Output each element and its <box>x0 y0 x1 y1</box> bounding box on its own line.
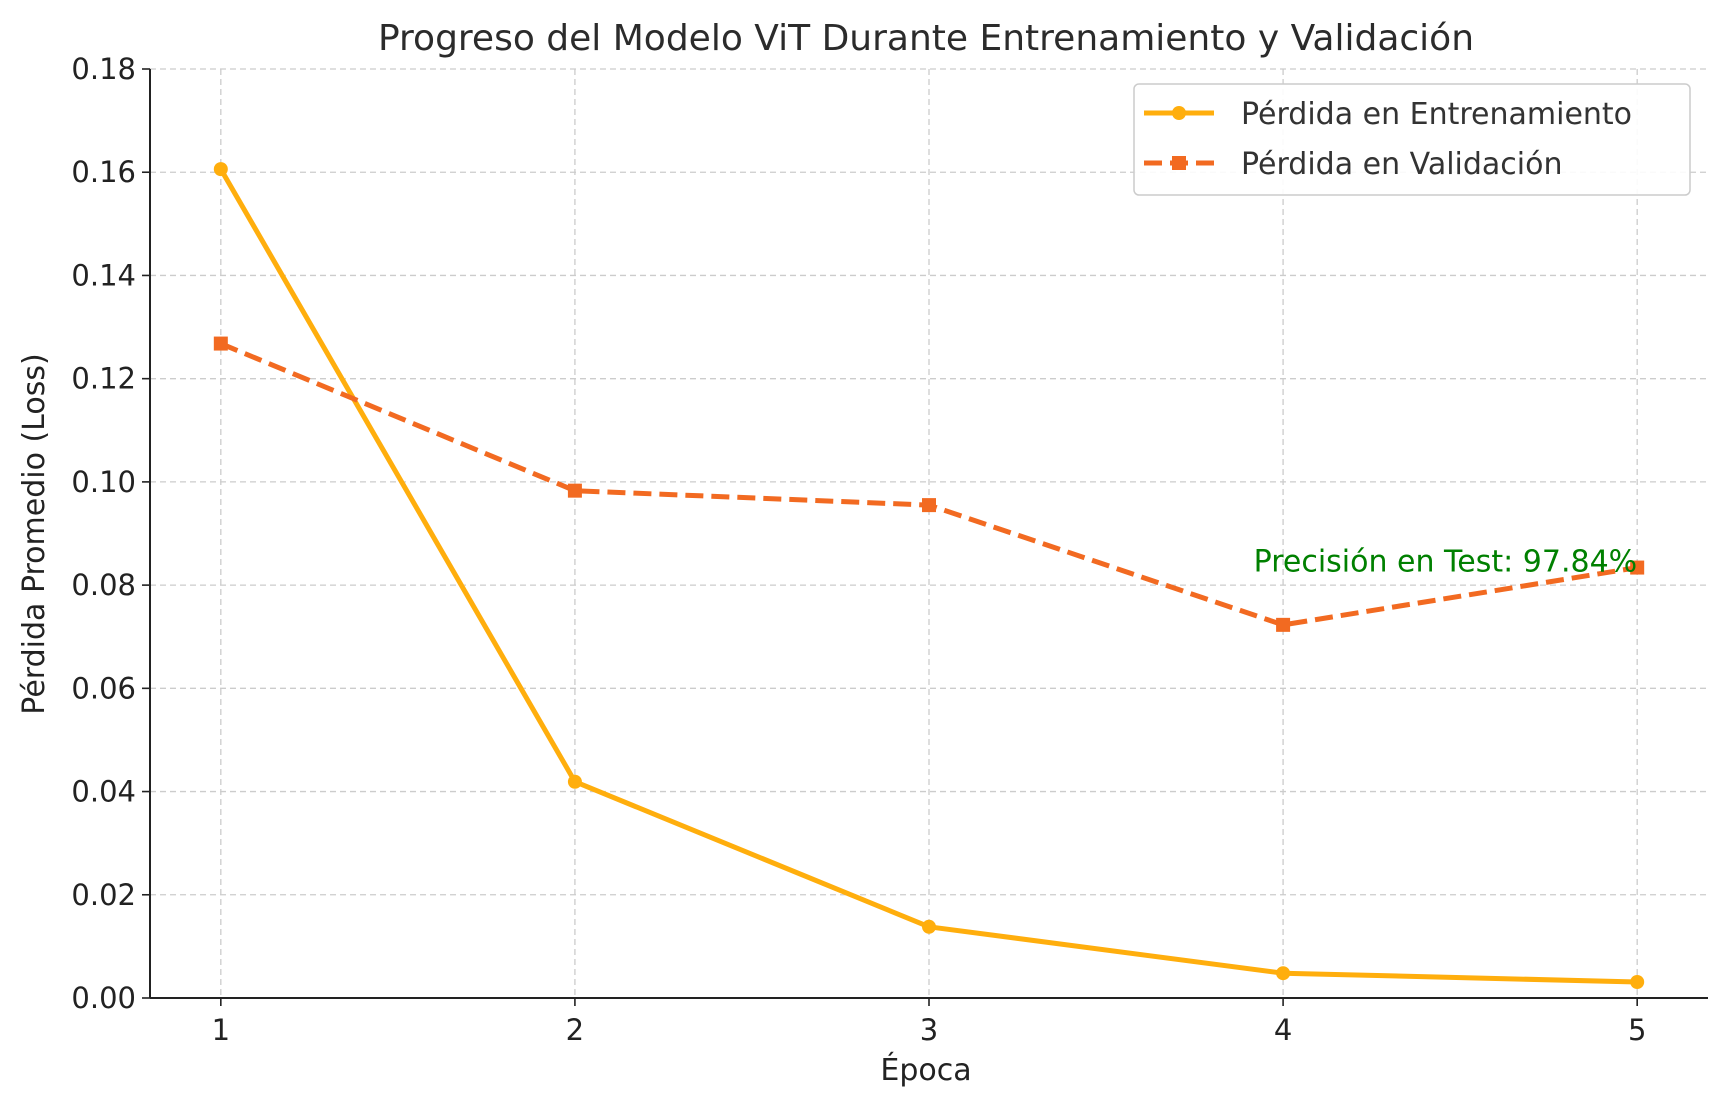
legend-label-1[interactable]: Pérdida en Entrenamiento <box>1241 97 1632 132</box>
axes: 0.00 0.02 0.04 0.06 0.08 0.10 0.12 0.14 0.16 0.18… <box>71 52 1708 1047</box>
series-2-point <box>922 498 936 513</box>
y-tick-label: 0.12 <box>71 362 136 396</box>
y-tick-label: 0.10 <box>71 465 136 499</box>
x-axis-title: Época <box>880 1052 971 1088</box>
y-tick-label: 0.14 <box>71 258 136 292</box>
series-1-point <box>567 774 582 789</box>
y-tick-label: 0.08 <box>71 568 136 602</box>
legend-marker-1 <box>1172 106 1186 120</box>
x-tick-label: 5 <box>1628 1013 1646 1047</box>
annotation-layer: Precisión en Test: 97.84% <box>1254 545 1638 580</box>
y-axis-title: Pérdida Promedio (Loss) <box>17 353 52 714</box>
x-tick-label: 3 <box>920 1013 938 1047</box>
y-tick-label: 0.06 <box>71 671 136 705</box>
series-2-point <box>567 483 582 498</box>
series-2-point <box>1276 617 1291 632</box>
series-1-point <box>922 919 936 934</box>
chart-title: Progreso del Modelo ViT Durante Entrenam… <box>378 18 1474 59</box>
grid <box>150 68 1708 999</box>
y-tick-label: 0.18 <box>71 52 136 86</box>
legend[interactable]: Pérdida en Entrenamiento Pérdida en Valid… <box>1133 83 1691 196</box>
legend-label-2[interactable]: Pérdida en Validación <box>1241 147 1563 182</box>
y-tick-label: 0.16 <box>71 155 136 189</box>
series-2-point <box>1630 560 1645 575</box>
series-layer <box>213 162 1645 990</box>
series-1-point <box>1630 975 1645 990</box>
legend-box <box>1133 83 1691 196</box>
y-tick-label: 0.00 <box>71 981 136 1015</box>
x-tick-label: 1 <box>212 1013 230 1047</box>
series-1-point <box>1276 966 1291 981</box>
x-tick-label: 2 <box>566 1013 584 1047</box>
y-tick-label: 0.02 <box>71 878 136 912</box>
legend-marker-2 <box>1172 156 1186 170</box>
x-tick-label: 4 <box>1274 1013 1292 1047</box>
annotation-text: Precisión en Test: 97.84% <box>1254 545 1638 580</box>
y-tick-label: 0.04 <box>71 775 136 809</box>
series-2-point <box>213 336 228 351</box>
series-1-point <box>213 162 228 177</box>
